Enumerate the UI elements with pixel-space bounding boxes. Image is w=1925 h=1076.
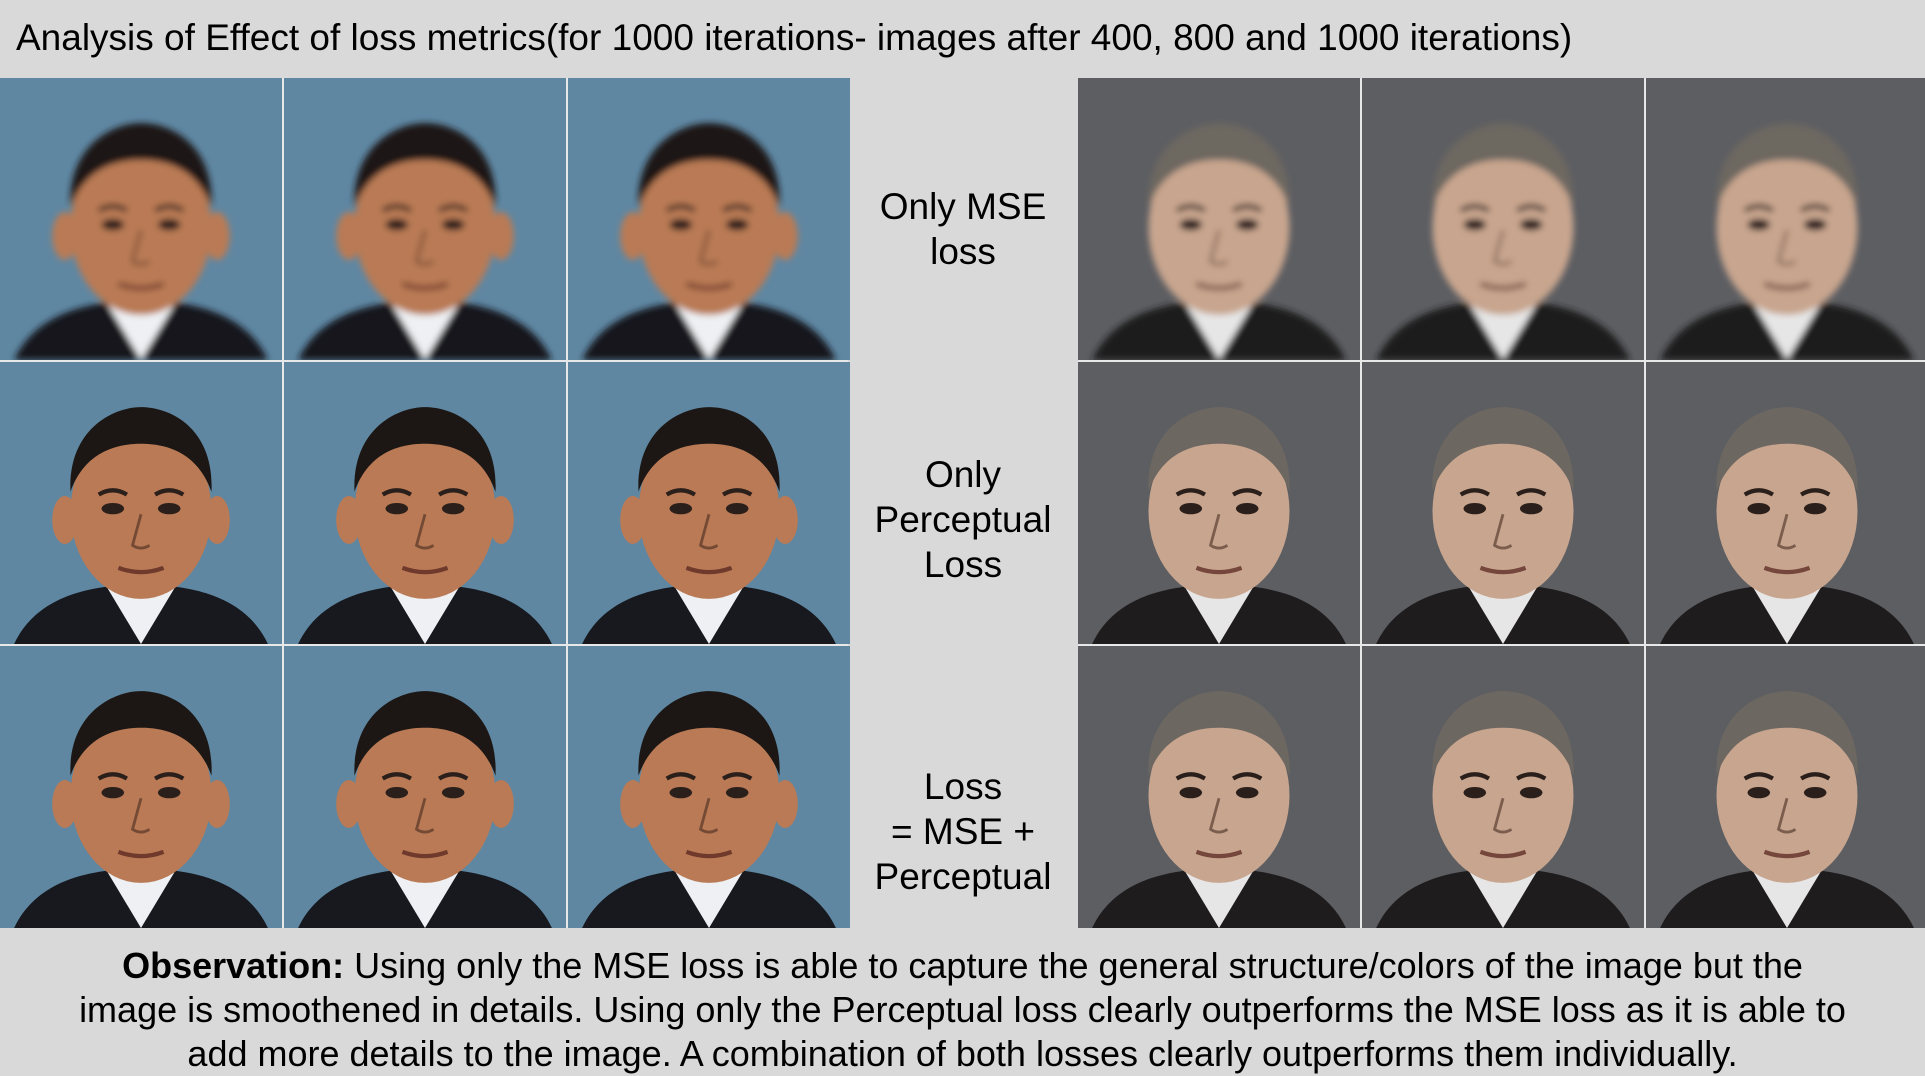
right-row2-iter1000-image <box>1646 362 1925 644</box>
left-row3-iter1000-image <box>568 646 850 928</box>
left-row2-iter800-image <box>284 362 566 644</box>
left-subject-grid <box>0 78 850 928</box>
row-label-line: Only MSE <box>879 186 1047 227</box>
left-row1-iter1000-image <box>568 78 850 360</box>
right-row1-iter400-image <box>1078 78 1360 360</box>
observation-line: add more details to the image. A combina… <box>187 1033 1738 1074</box>
left-row2-iter400-image <box>0 362 282 644</box>
row-label-line: Perceptual <box>874 499 1052 540</box>
right-row2-iter800-image <box>1362 362 1644 644</box>
observation-label: Observation: <box>122 945 345 986</box>
row-label-line: Loss <box>923 544 1003 585</box>
left-row3-iter800-image <box>284 646 566 928</box>
left-row1-iter800-image <box>284 78 566 360</box>
right-row2-iter400-image <box>1078 362 1360 644</box>
row-label-combined: Loss = MSE + Perceptual <box>855 764 1071 899</box>
right-row3-iter800-image <box>1362 646 1644 928</box>
left-row2-iter1000-image <box>568 362 850 644</box>
row-label-line: Loss <box>923 766 1003 807</box>
row-label-perceptual: Only Perceptual Loss <box>855 452 1071 587</box>
observation-line-text: Using only the MSE loss is able to captu… <box>354 945 1803 986</box>
row-label-line: Only <box>924 454 1002 495</box>
right-row1-iter1000-image <box>1646 78 1925 360</box>
right-row1-iter800-image <box>1362 78 1644 360</box>
observation-line: Observation: Using only the MSE loss is … <box>0 944 1925 988</box>
right-row3-iter1000-image <box>1646 646 1925 928</box>
left-row1-iter400-image <box>0 78 282 360</box>
slide-title: Analysis of Effect of loss metrics(for 1… <box>16 17 1573 58</box>
row-label-line: = MSE + <box>891 811 1035 852</box>
row-label-line: Perceptual <box>874 856 1052 897</box>
observation-line: image is smoothened in details. Using on… <box>79 989 1846 1030</box>
row-label-line: loss <box>930 231 996 272</box>
right-row3-iter400-image <box>1078 646 1360 928</box>
left-row3-iter400-image <box>0 646 282 928</box>
right-subject-grid <box>1078 78 1925 928</box>
observation-text: Observation: Using only the MSE loss is … <box>0 944 1925 1076</box>
row-label-mse: Only MSE loss <box>855 184 1071 274</box>
